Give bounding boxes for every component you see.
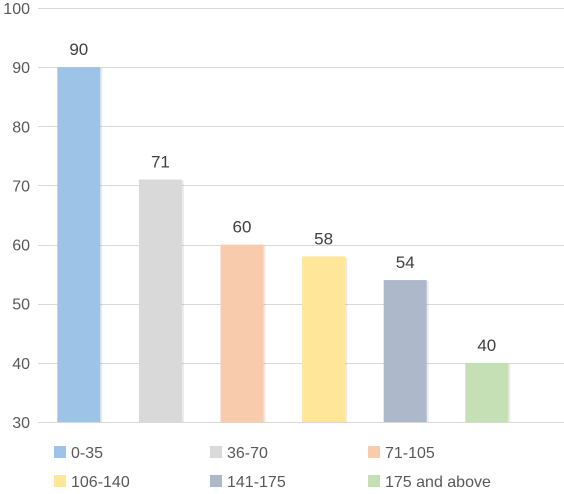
legend-label-71-105: 71-105 bbox=[385, 445, 435, 462]
legend-swatch-0-35 bbox=[54, 446, 66, 458]
y-tick-label-40: 40 bbox=[12, 356, 30, 373]
y-tick-label-60: 60 bbox=[12, 238, 30, 255]
data-label-141-175: 54 bbox=[396, 253, 415, 272]
data-label-36-70: 71 bbox=[151, 153, 170, 172]
bars bbox=[57, 67, 511, 423]
data-labels: 90 71 60 58 54 40 bbox=[69, 40, 496, 355]
bar-71-105 bbox=[220, 244, 264, 422]
y-tick-label-90: 90 bbox=[12, 60, 30, 77]
y-tick-label-80: 80 bbox=[12, 119, 30, 136]
legend-swatch-36-70 bbox=[210, 446, 222, 458]
legend-swatch-141-175 bbox=[210, 475, 222, 487]
data-label-0-35: 90 bbox=[69, 40, 88, 59]
bar-106-140 bbox=[302, 256, 346, 422]
legend-swatch-106-140 bbox=[54, 475, 66, 487]
legend-swatch-71-105 bbox=[368, 446, 380, 458]
bar-175 and above bbox=[465, 362, 509, 422]
bar-0-35 bbox=[57, 67, 101, 423]
y-tick-label-30: 30 bbox=[12, 415, 30, 432]
legend: 0-35 36-70 71-105 106-140 141-175 175 and abo… bbox=[54, 445, 491, 491]
y-tick-label-50: 50 bbox=[12, 297, 30, 314]
data-label-175 and above: 40 bbox=[477, 336, 496, 355]
legend-swatch-175 and above bbox=[368, 475, 380, 487]
y-axis-ticks: 30 40 50 60 70 80 90 100 bbox=[3, 1, 30, 432]
y-tick-label-100: 100 bbox=[3, 1, 30, 18]
legend-label-0-35: 0-35 bbox=[71, 445, 103, 462]
data-label-71-105: 60 bbox=[233, 218, 252, 237]
bar-141-175 bbox=[383, 280, 427, 422]
legend-label-175 and above: 175 and above bbox=[385, 474, 491, 491]
gridlines bbox=[38, 8, 564, 423]
y-tick-label-70: 70 bbox=[12, 178, 30, 195]
bar-36-70 bbox=[138, 179, 182, 422]
legend-label-141-175: 141-175 bbox=[227, 474, 286, 491]
legend-label-36-70: 36-70 bbox=[227, 445, 268, 462]
legend-label-106-140: 106-140 bbox=[71, 474, 130, 491]
data-label-106-140: 58 bbox=[314, 229, 333, 248]
